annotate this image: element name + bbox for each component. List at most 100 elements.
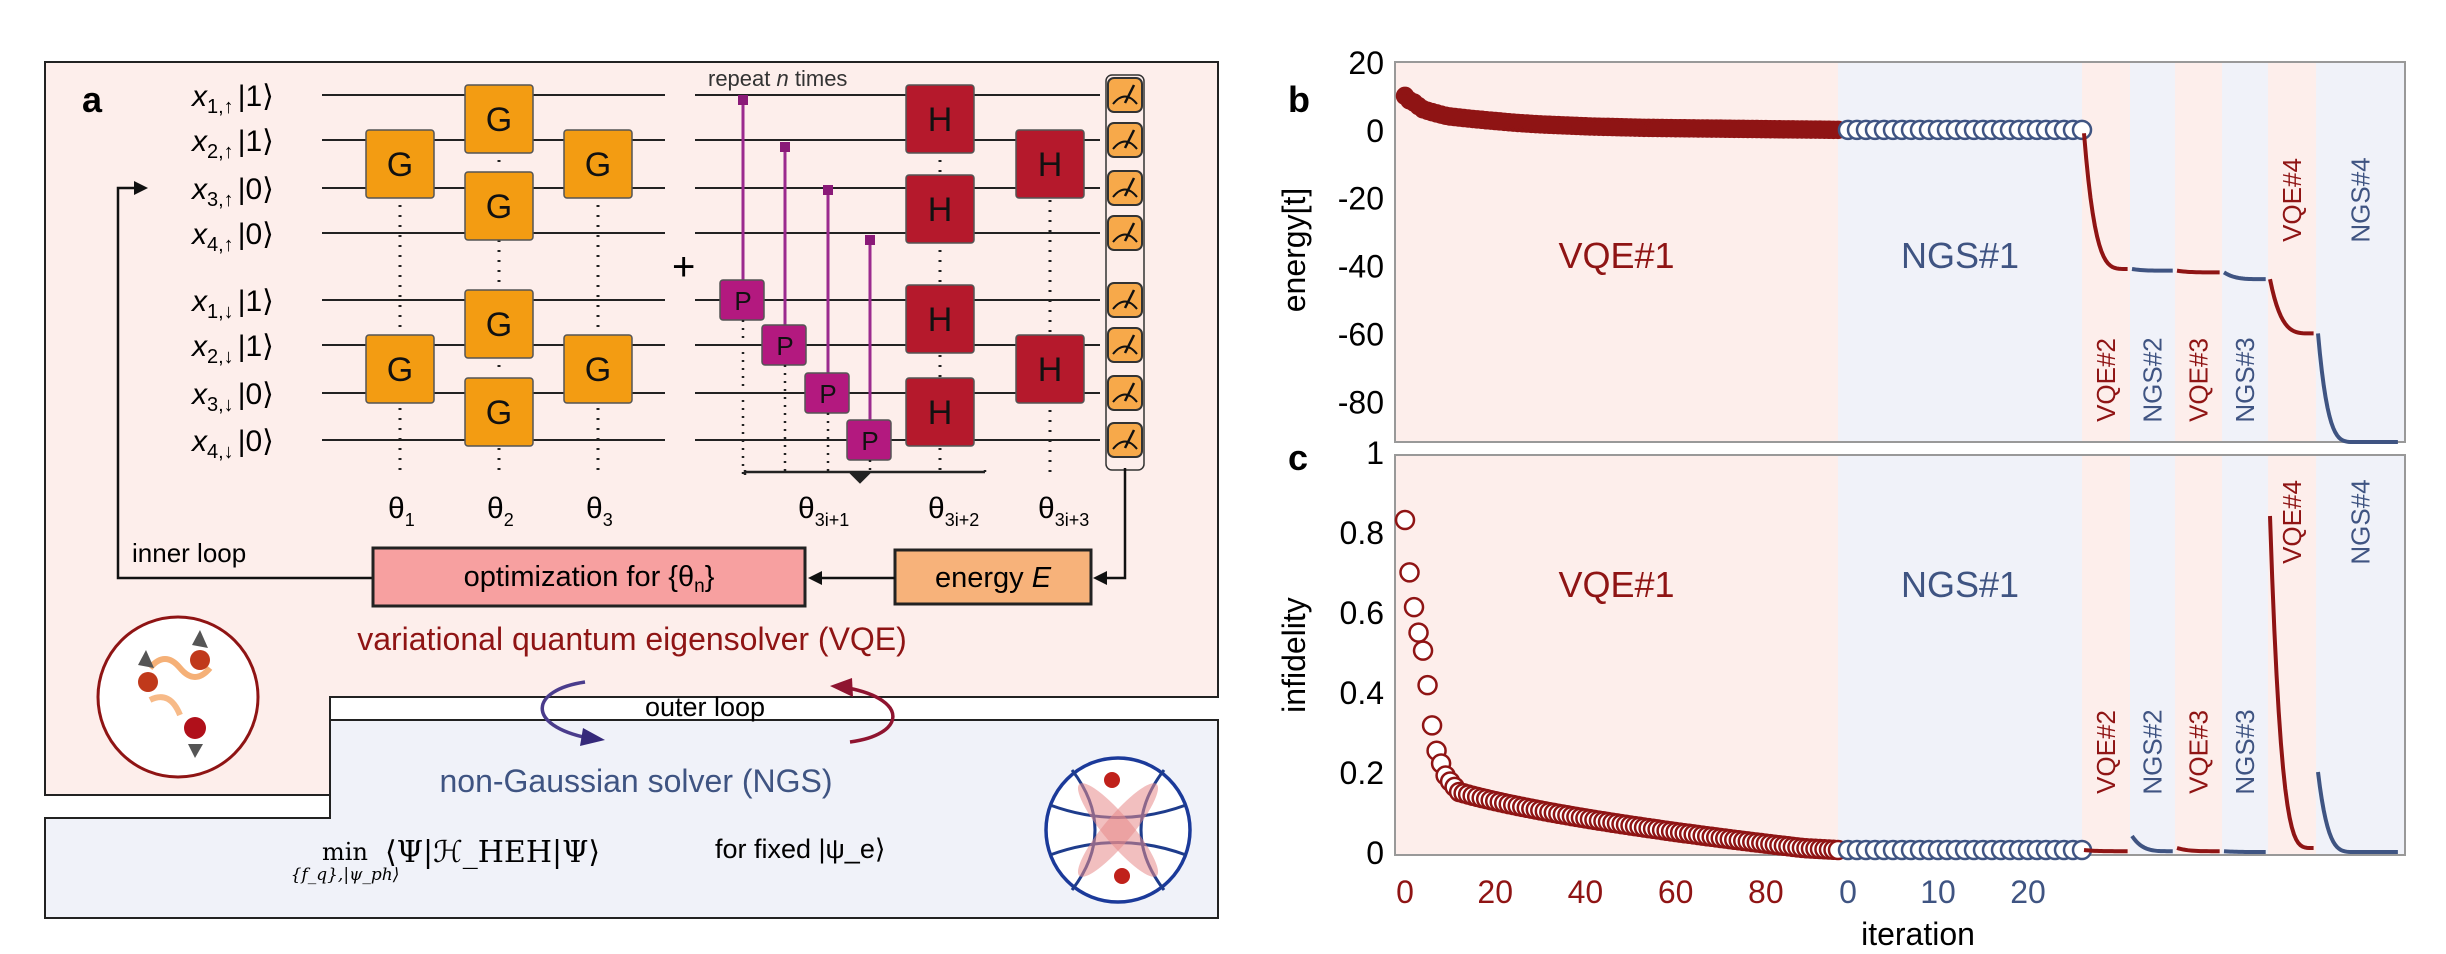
panel-a: a x1,↑ |1⟩ x2,↑ |1⟩ x3,↑ |0⟩ x4,↑ |0⟩ x1,↓ |1⟩ x2,… — [44, 61, 1219, 919]
phase-label: VQE#4 — [2277, 158, 2307, 242]
qubit-labels: x1,↑ |1⟩ x2,↑ |1⟩ x3,↑ |0⟩ x4,↑ |0⟩ x1,↓ |1⟩ x2,↓ |… — [190, 80, 274, 463]
measurement-icon — [1107, 282, 1143, 318]
y-tick-label: 0.4 — [1340, 675, 1384, 711]
data-point — [1403, 596, 1425, 618]
y-tick-label: 0 — [1366, 835, 1384, 871]
svg-text:G: G — [486, 101, 512, 139]
phase-backgrounds-c — [1395, 455, 2405, 855]
series-line — [2176, 268, 2220, 275]
energy-to-opt-arrowhead — [808, 571, 822, 585]
series-line — [2083, 848, 2128, 854]
inner-loop-label: inner loop — [132, 538, 246, 568]
measurement-icon — [1107, 422, 1143, 458]
controlled-p-gate: P — [761, 142, 807, 475]
theta-label: θ3i+2 — [928, 492, 979, 530]
electron-icon — [1114, 868, 1130, 884]
formula-expression: ⟨Ψ|ℋ_HEH|Ψ⟩ — [385, 835, 600, 870]
gate-group: G G G G G G G G H H H H H H — [365, 84, 1085, 447]
svg-text:G: G — [486, 188, 512, 226]
phase-label: NGS#3 — [2230, 337, 2260, 422]
plus-sign: + — [672, 245, 695, 289]
svg-text:P: P — [819, 379, 836, 409]
g-gate: G — [365, 334, 435, 404]
y-tick-label: -20 — [1338, 181, 1384, 217]
data-point — [1408, 622, 1429, 643]
theta-dotted-lines — [398, 140, 1052, 475]
svg-text:H: H — [928, 101, 953, 139]
y-tick-label: 0 — [1366, 113, 1384, 149]
outer-loop-arrowhead-left — [580, 728, 605, 746]
svg-text:H: H — [1038, 146, 1063, 184]
x-ticks-c: 0 20 40 60 80 0 10 20 — [1396, 874, 2046, 910]
y-axis-label-c: infidelity — [1276, 597, 1312, 713]
data-point — [1394, 509, 1416, 531]
qubit-label: x1,↑ |1⟩ — [190, 80, 274, 118]
energy-box — [893, 548, 1093, 606]
x-tick-label: 80 — [1748, 874, 1784, 910]
y-tick-label: -40 — [1338, 249, 1384, 285]
series-line — [2316, 771, 2398, 854]
svg-text:G: G — [387, 351, 413, 389]
qubit-label: x3,↓ |0⟩ — [190, 378, 274, 416]
series-line — [2130, 834, 2173, 854]
phase-label: VQE#3 — [2184, 338, 2214, 422]
measurement-icon — [1107, 122, 1143, 158]
data-point — [1399, 562, 1420, 583]
phase-label: VQE#1 — [1558, 235, 1674, 276]
data-point — [1412, 640, 1434, 661]
g-gate: G — [464, 84, 534, 154]
qubit-label: x4,↑ |0⟩ — [190, 218, 274, 256]
x-tick-label: 0 — [1396, 874, 1414, 910]
phase-band — [2175, 455, 2222, 855]
panel-c: c 1 0.8 0.6 0.4 0.2 0 0 20 40 60 80 0 10 20 infideli… — [1276, 435, 2406, 952]
phase-label: NGS#1 — [1901, 235, 2019, 276]
y-ticks-b: 20 0 -20 -40 -60 -80 — [1338, 45, 1384, 420]
svg-text:G: G — [486, 306, 512, 344]
g-gate: G — [365, 129, 435, 199]
x-tick-label: 40 — [1568, 874, 1604, 910]
series-line — [2082, 133, 2128, 271]
theta-label: θ1 — [388, 492, 415, 530]
optimization-label: optimization for {θn} — [464, 561, 715, 597]
h-gate: H — [1015, 129, 1085, 199]
electron-icon — [190, 630, 210, 670]
phase-label: NGS#4 — [2346, 157, 2376, 242]
data-point — [1417, 674, 1438, 696]
svg-text:P: P — [734, 286, 751, 316]
series-line — [2222, 270, 2266, 282]
inner-loop-arrow — [116, 186, 373, 580]
phase-band — [2268, 62, 2316, 442]
y-tick-label: 0.6 — [1340, 595, 1384, 631]
svg-text:H: H — [928, 301, 953, 339]
measure-to-energy-arrowhead — [1093, 571, 1107, 585]
theta-labels: θ1 θ2 θ3 θ3i+1 θ3i+2 θ3i+3 — [388, 492, 1089, 530]
optimization-box — [371, 546, 807, 608]
formula-fixed: for fixed |ψ_e⟩ — [715, 834, 885, 864]
phase-band — [2130, 62, 2175, 442]
x-tick-label: 60 — [1658, 874, 1694, 910]
y-tick-label: -80 — [1338, 384, 1384, 420]
data-point — [2071, 119, 2093, 141]
phase-label: NGS#1 — [1901, 564, 2019, 605]
svg-text:P: P — [861, 426, 878, 456]
svg-text:G: G — [486, 394, 512, 432]
x-tick-label: 0 — [1839, 874, 1857, 910]
h-gate: H — [905, 284, 975, 354]
h-gate: H — [905, 174, 975, 244]
phase-label: VQE#2 — [2091, 338, 2121, 422]
measurement-icon — [1107, 77, 1143, 113]
y-axis-label-b: energy[t] — [1276, 188, 1312, 313]
measurement-icon — [1107, 215, 1143, 251]
measurement-group — [1105, 74, 1145, 471]
y-tick-label: 0.2 — [1340, 755, 1384, 791]
outer-loop-label: outer loop — [645, 692, 765, 722]
phase-band — [2130, 455, 2175, 855]
phase-label: VQE#2 — [2091, 710, 2121, 794]
panel-label-a: a — [82, 79, 103, 120]
ngs-title: non-Gaussian solver (NGS) — [439, 763, 832, 799]
x-tick-label: 10 — [1920, 874, 1956, 910]
h-gate: H — [905, 84, 975, 154]
svg-text:G: G — [585, 351, 611, 389]
